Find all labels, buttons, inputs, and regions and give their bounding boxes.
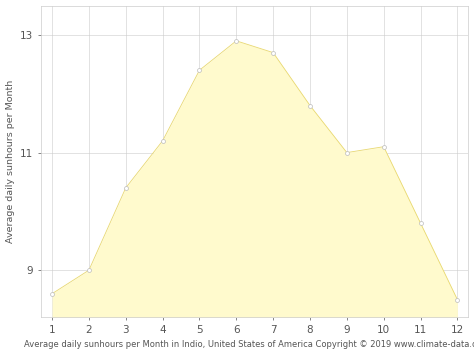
Point [454,297,461,302]
Point [380,144,387,149]
Point [196,67,203,73]
Point [48,291,56,296]
Point [269,50,277,55]
Point [122,185,129,191]
Y-axis label: Average daily sunhours per Month: Average daily sunhours per Month [6,80,15,243]
X-axis label: Average daily sunhours per Month in Indio, United States of America Copyright © : Average daily sunhours per Month in Indi… [24,340,474,349]
Point [233,38,240,44]
Point [306,103,314,108]
Point [159,138,166,144]
Point [417,220,424,226]
Point [85,267,93,273]
Point [343,150,351,155]
